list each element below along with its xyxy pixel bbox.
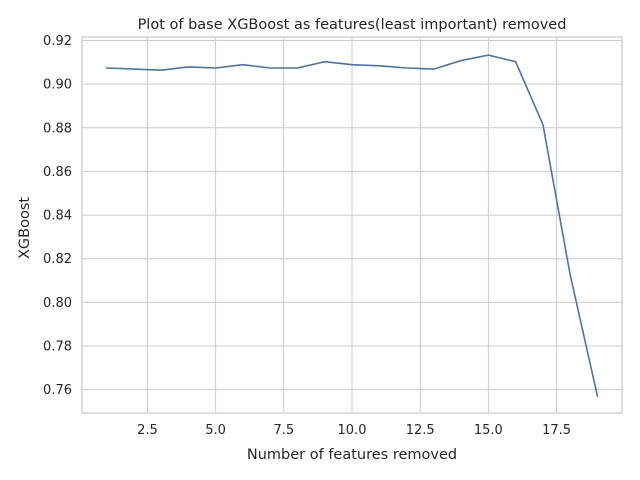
y-axis-label: XGBoost xyxy=(17,197,33,259)
y-gridlines xyxy=(82,39,622,391)
y-tick-label: 0.80 xyxy=(43,296,72,311)
x-tick-label: 2.5 xyxy=(137,423,158,438)
series-layer xyxy=(105,54,599,398)
y-tick-label: 0.76 xyxy=(43,383,72,398)
y-tick-labels: 0.76 0.78 0.80 0.82 0.84 0.86 0.88 0.90 0.92 xyxy=(43,34,72,398)
y-tick-label: 0.86 xyxy=(43,165,72,180)
x-tick-labels: 2.5 5.0 7.5 10.0 12.5 15.0 17.5 xyxy=(137,423,571,438)
y-tick-label: 0.92 xyxy=(43,34,72,49)
y-tick-label: 0.82 xyxy=(43,252,72,267)
x-tick-label: 15.0 xyxy=(474,423,503,438)
series-line xyxy=(105,54,599,398)
y-tick-label: 0.84 xyxy=(43,209,72,224)
x-axis-label: Number of features removed xyxy=(247,447,457,463)
x-tick-label: 7.5 xyxy=(273,423,294,438)
y-tick-label: 0.78 xyxy=(43,340,72,355)
plot-frame xyxy=(81,36,623,414)
y-tick-label: 0.90 xyxy=(43,78,72,93)
x-tick-label: 5.0 xyxy=(205,423,226,438)
x-tick-label: 12.5 xyxy=(406,423,435,438)
y-tick-label: 0.88 xyxy=(43,121,72,136)
chart-title: Plot of base XGBoost as features(least i… xyxy=(138,17,567,33)
x-tick-label: 10.0 xyxy=(338,423,367,438)
x-gridlines xyxy=(146,37,558,413)
x-tick-label: 17.5 xyxy=(542,423,571,438)
